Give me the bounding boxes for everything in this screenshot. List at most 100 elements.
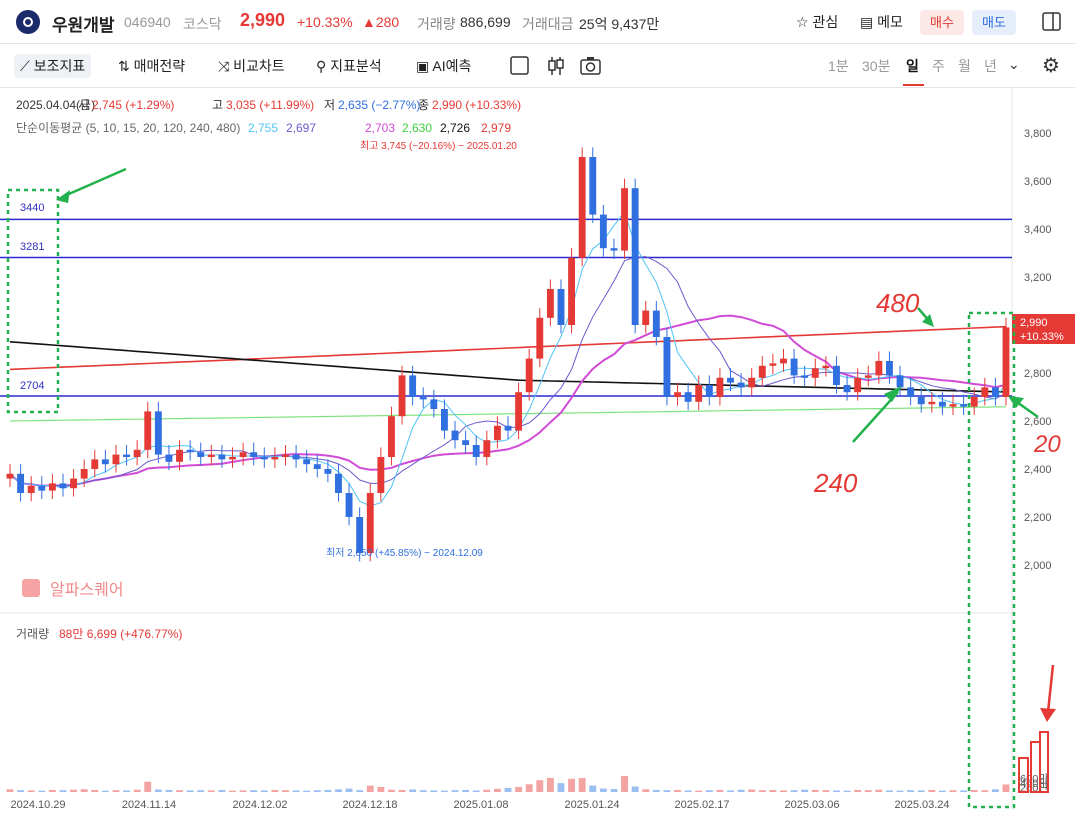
ma240-value: 2,726 [440,121,470,135]
period-1min[interactable]: 1분 [828,58,849,74]
candle-body [695,385,703,402]
company-logo-icon [16,10,40,34]
watch-button[interactable]: ☆ 관심 [796,14,839,30]
annotation-arrowhead-4 [922,314,934,327]
period-30min[interactable]: 30분 [862,58,891,74]
panel-toggle-icon[interactable] [1042,12,1062,32]
price-tag-value: 2,990 [1020,317,1048,329]
volume-bar [409,789,417,792]
memo-button[interactable]: ▤ 메모 [860,14,903,30]
buy-button[interactable]: 매수 [920,10,964,35]
y-tick-label: 3,400 [1024,224,1052,236]
candle-body [811,368,819,378]
info-open: 2,745 (+1.29%) [92,98,174,112]
annotation-bar-1 [1018,757,1029,793]
volume-bar [727,790,734,792]
annotation-arrowhead-3 [1008,396,1024,408]
volume-value: 886,699 [460,14,511,30]
candle-body [239,452,247,457]
volume-bar [303,790,311,792]
indicators-button[interactable]: ⟋ 보조지표 [14,54,92,78]
volume-bar [938,790,946,792]
volume-bar [811,789,819,792]
annotation-arrowhead-1 [56,190,70,203]
volume-bar [451,790,459,792]
volume-bar [250,790,258,792]
amount-value: 25억 9,437만 [579,16,660,32]
change-amount: ▲280 [362,14,400,30]
candle-body [621,188,628,251]
ma480-line [9,325,1007,371]
candle-body [960,404,968,407]
candle-body [938,401,946,407]
sell-button[interactable]: 매도 [972,10,1016,35]
volume-bar [684,790,692,792]
volume-bar [462,789,470,792]
annotation-240: 240 [813,468,858,498]
info-low-label: 저 [324,98,335,112]
ai-predict-button[interactable]: ▣ AI예측 [416,58,472,74]
candle-body [366,493,374,553]
candle-body [430,399,438,409]
compare-button[interactable]: ⤨ 비교차트 [218,58,285,74]
analysis-button[interactable]: ⚲ 지표분석 [316,58,382,74]
chevron-down-icon[interactable]: ⌄ [1008,56,1020,72]
annotation-box-right [967,311,1016,809]
annotation-box-left [6,188,60,414]
candle-body [27,485,35,493]
x-tick-label: 2025.01.08 [453,799,508,811]
volume-bar [59,790,67,792]
candle-body [568,257,576,325]
candle-body [610,248,618,251]
candle-body [674,392,681,397]
volume-bar [854,789,862,792]
info-low: 2,635 (−2.77%) [338,98,420,112]
square-tool-icon[interactable] [510,56,530,76]
volume-bar [621,776,628,792]
candle-body [790,358,798,376]
volume-bar [377,786,385,792]
candle-body [38,485,46,491]
candle-body [684,392,692,402]
volume-bar [758,790,766,792]
price-chart[interactable]: 3,8003,6003,4003,2003,0002,8002,6002,400… [0,88,1075,822]
volume-bar [197,790,205,792]
candle-body [398,375,406,417]
candle-body [716,377,724,397]
candle-type-icon[interactable] [546,56,566,76]
candle-body [875,361,883,376]
candle-body [229,457,236,460]
candle-body [356,517,364,553]
volume-bar [356,790,364,792]
x-tick-label: 2024.10.29 [10,799,65,811]
info-open-label: 시 [78,98,89,112]
candle-body [472,445,480,457]
volume-label: 거래량 [417,16,456,32]
y-tick-label: 2,400 [1024,464,1052,476]
volume-bar [366,785,374,792]
info-close: 2,990 (+10.33%) [432,98,521,112]
period-month[interactable]: 월 [958,58,971,74]
candle-body [578,157,586,258]
strategy-icon: ⇅ [118,58,130,74]
candle-body [504,425,512,431]
candle-body [652,310,660,337]
volume-bar [557,783,565,792]
candle-body [758,365,766,378]
strategy-button[interactable]: ⇅ 매매전략 [118,58,186,74]
volume-bar [440,790,448,792]
period-week[interactable]: 주 [932,58,945,74]
camera-icon[interactable] [580,56,602,76]
volume-bar [886,790,893,792]
gear-icon[interactable]: ⚙ [1042,55,1060,77]
candle-body [112,454,120,465]
candle-body [886,361,893,376]
candle-body [250,452,258,457]
volume-bar [981,790,989,792]
volume-bar [260,790,268,792]
candle-body [970,397,978,407]
period-year[interactable]: 년 [984,58,997,74]
volume-bar [101,790,109,792]
period-day[interactable]: 일 [906,58,919,74]
candle-body [981,387,989,397]
